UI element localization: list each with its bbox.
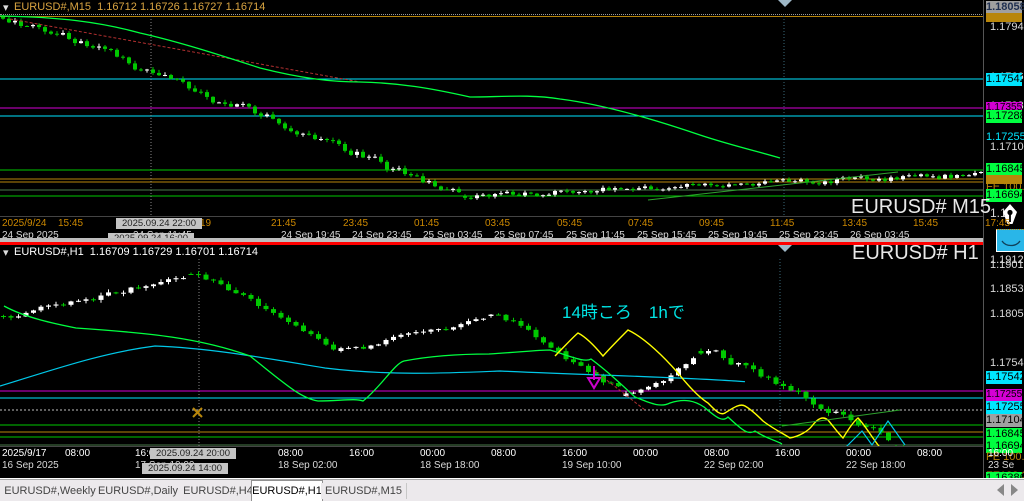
svg-text:14時ころ 1hで: 14時ころ 1hで xyxy=(562,303,685,322)
